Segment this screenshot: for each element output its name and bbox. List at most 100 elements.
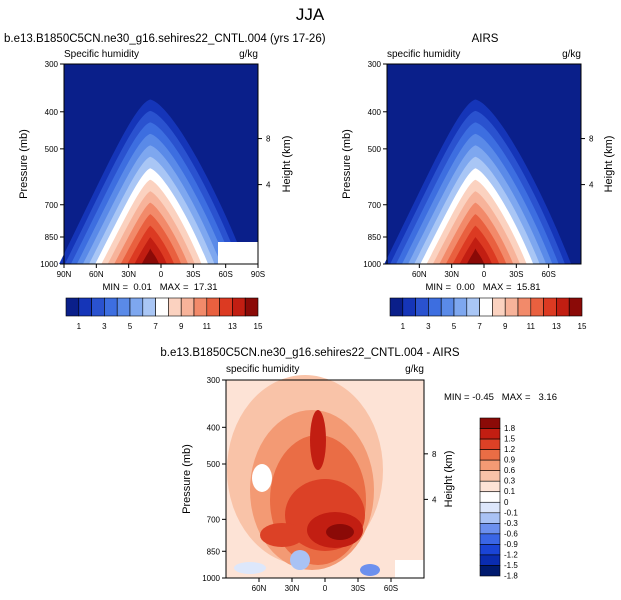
colorbar-label: 13 [228, 322, 237, 331]
colorbar-label: 11 [527, 322, 536, 331]
colorbar-label: 5 [452, 322, 457, 331]
panel-model-left-label: Specific humidity [64, 49, 139, 60]
y-tick-label: 700 [207, 515, 221, 524]
x-tick-label: 60N [412, 270, 427, 279]
y-tick-label: 400 [368, 108, 382, 117]
colorbar-swatch [479, 501, 501, 514]
y2-tick-label: 4 [266, 181, 271, 190]
colorbar-label: 9 [179, 322, 184, 331]
y2-tick-label: 8 [432, 450, 437, 459]
panel-airs-right-label: g/kg [562, 49, 581, 60]
y-tick-label: 400 [207, 423, 221, 432]
colorbar-swatch [479, 565, 501, 577]
panel-airs: AIRS specific humidity g/kg Pressure (mb… [341, 33, 615, 331]
colorbar-swatch [479, 523, 501, 535]
x-tick-label: 60N [252, 584, 267, 593]
panel-airs-axes: 300 400 500 700 850 1000 8 4 60N 30N 0 30S 60S [363, 60, 594, 279]
colorbar-swatch [479, 554, 501, 566]
panel-diff-stats: MIN = -0.45 MAX = 3.16 [444, 392, 557, 403]
panel-model: b.e13.B1850C5CN.ne30_g16.sehires22_CNTL.… [4, 33, 326, 331]
missing-data-region [395, 560, 424, 578]
colorbar-label: -0.1 [504, 508, 518, 517]
panel-diff-plot [226, 375, 424, 578]
y-tick-label: 500 [45, 145, 59, 154]
colorbar-swatch [232, 297, 246, 317]
x-tick-label: 30N [285, 584, 300, 593]
panel-diff-title: b.e13.B1850C5CN.ne30_g16.sehires22_CNTL.… [160, 347, 460, 359]
colorbar-label: 0.9 [504, 456, 516, 465]
colorbar-swatch [142, 297, 156, 317]
colorbar-swatch [479, 512, 501, 524]
colorbar-label: 1.5 [504, 435, 516, 444]
y-tick-label: 850 [368, 233, 382, 242]
colorbar-label: 9 [503, 322, 508, 331]
colorbar-label: 0.3 [504, 477, 516, 486]
x-tick-label: 30S [351, 584, 365, 593]
panel-model-title: b.e13.B1850C5CN.ne30_g16.sehires22_CNTL.… [4, 33, 326, 45]
colorbar-swatch [155, 297, 169, 317]
colorbar-swatch [556, 297, 570, 317]
panel-model-plot [59, 64, 258, 265]
colorbar-swatch [104, 297, 118, 317]
x-tick-label: 30N [121, 270, 136, 279]
colorbar-label: 0.6 [504, 466, 516, 475]
panel-airs-y2label: Height (km) [603, 136, 615, 193]
x-tick-label: 0 [482, 270, 487, 279]
contour-level [360, 564, 380, 576]
colorbar-swatch [168, 297, 182, 317]
contour-level [234, 562, 266, 574]
colorbar-label: 11 [203, 322, 212, 331]
panel-diff-y2label: Height (km) [443, 451, 455, 508]
x-tick-label: 60N [89, 270, 104, 279]
panel-airs-ylabel: Pressure (mb) [341, 129, 353, 199]
colorbar-label: -1.8 [504, 572, 518, 581]
colorbar-swatch [543, 297, 557, 317]
x-tick-label: 0 [159, 270, 164, 279]
colorbar-label: 1.2 [504, 445, 516, 454]
x-tick-label: 90S [251, 270, 265, 279]
colorbar-label: 1 [401, 322, 406, 331]
panel-model-axes: 300 400 500 700 850 1000 8 4 90N 60N 30N 0 30S 60S 90S [40, 60, 271, 279]
colorbar-label: 1.8 [504, 424, 516, 433]
colorbar-label: 0 [504, 498, 509, 507]
y2-tick-label: 8 [589, 135, 594, 144]
y-tick-label: 300 [207, 376, 221, 385]
contour-level [326, 524, 354, 540]
panel-airs-colorbar: 1 3 5 7 9 11 13 15 [389, 297, 587, 331]
colorbar-swatch [453, 297, 468, 317]
y-tick-label: 700 [368, 201, 382, 210]
contour-level [466, 248, 485, 264]
x-tick-label: 60S [384, 584, 398, 593]
colorbar-swatch [428, 297, 442, 317]
colorbar-label: 3 [426, 322, 431, 331]
colorbar-label: 7 [153, 322, 158, 331]
contour-level [290, 550, 310, 570]
colorbar-swatch [479, 417, 501, 429]
colorbar-swatch [492, 297, 506, 317]
x-tick-label: 30N [444, 270, 459, 279]
contour-level [260, 523, 304, 547]
y-tick-label: 850 [45, 233, 59, 242]
y-tick-label: 500 [207, 460, 221, 469]
colorbar-label: -1.2 [504, 550, 518, 559]
x-tick-label: 0 [323, 584, 328, 593]
x-tick-label: 30S [186, 270, 200, 279]
y-tick-label: 500 [368, 145, 382, 154]
x-tick-label: 30S [509, 270, 523, 279]
colorbar-swatch [568, 297, 583, 317]
colorbar-swatch [479, 438, 501, 450]
colorbar-swatch [389, 297, 404, 317]
y-tick-label: 300 [45, 60, 59, 69]
colorbar-swatch [479, 470, 501, 482]
panel-airs-left-label: specific humidity [387, 49, 460, 60]
y-tick-label: 1000 [202, 574, 220, 583]
colorbar-label: 0.1 [504, 487, 516, 496]
colorbar-swatch [440, 297, 455, 317]
x-tick-label: 90N [57, 270, 72, 279]
colorbar-label: 15 [578, 322, 587, 331]
panel-airs-title: AIRS [472, 33, 499, 45]
x-tick-label: 60S [219, 270, 233, 279]
colorbar-swatch [180, 297, 195, 317]
colorbar-swatch [466, 297, 480, 317]
